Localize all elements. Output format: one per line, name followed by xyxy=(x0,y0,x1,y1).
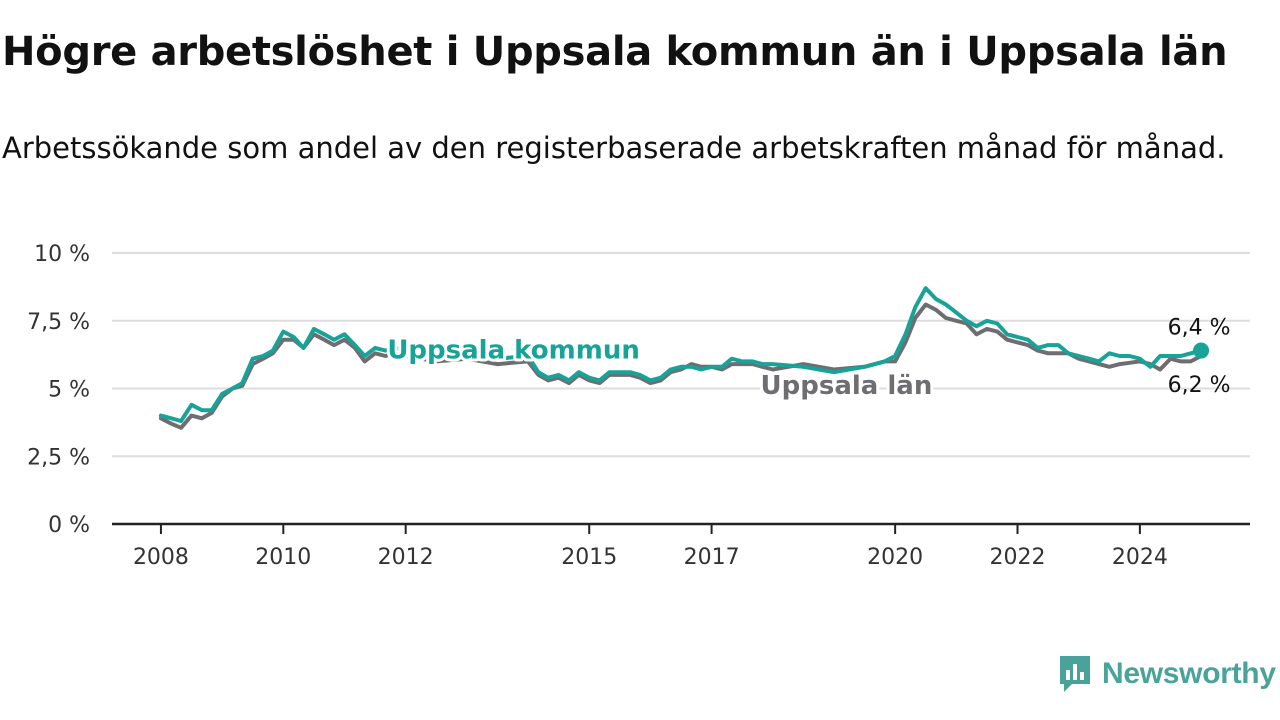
x-tick-label: 2020 xyxy=(867,545,923,570)
grid-lines xyxy=(112,252,1250,458)
y-tick-labels: 0 % 2,5 % 5 % 7,5 % 10 % xyxy=(27,242,90,538)
end-point-uppsala-kommun xyxy=(1193,342,1210,359)
y-tick-label: 2,5 % xyxy=(27,445,90,470)
x-tick-label: 2024 xyxy=(1112,545,1168,570)
brand-name: Newsworthy xyxy=(1102,657,1276,690)
chart-subtitle: Arbetssökande som andel av den registerb… xyxy=(2,131,1226,165)
y-tick-label: 10 % xyxy=(34,242,90,267)
x-axis: 2008 2010 2012 2015 2017 2020 2022 2024 xyxy=(112,522,1250,570)
x-tick-label: 2008 xyxy=(133,545,189,570)
chart-title: Högre arbetslöshet i Uppsala kommun än i… xyxy=(2,29,1228,75)
series-lines xyxy=(158,286,1204,430)
x-tick-label: 2022 xyxy=(990,545,1046,570)
x-tick-label: 2017 xyxy=(684,545,740,570)
y-tick-label: 0 % xyxy=(48,513,90,538)
newsworthy-logo: Newsworthy xyxy=(1058,652,1276,696)
series-line-uppsala-kommun xyxy=(158,286,1204,423)
series-labels: Uppsala län Uppsala kommun xyxy=(384,333,935,404)
x-tick-label: 2010 xyxy=(255,545,311,570)
y-tick-label: 5 % xyxy=(48,378,90,403)
end-labels: 6,2 % 6,4 % xyxy=(1168,316,1231,398)
end-label-uppsala-l-n: 6,2 % xyxy=(1168,373,1231,398)
x-tick-label: 2015 xyxy=(561,545,617,570)
series-label-uppsala-l-n: Uppsala län xyxy=(761,371,933,401)
y-tick-label: 7,5 % xyxy=(27,310,90,335)
series-label-uppsala-kommun: Uppsala kommun xyxy=(387,336,640,366)
end-label-uppsala-kommun: 6,4 % xyxy=(1168,316,1231,341)
bar-chart-icon xyxy=(1060,656,1090,692)
x-tick-label: 2012 xyxy=(378,545,434,570)
